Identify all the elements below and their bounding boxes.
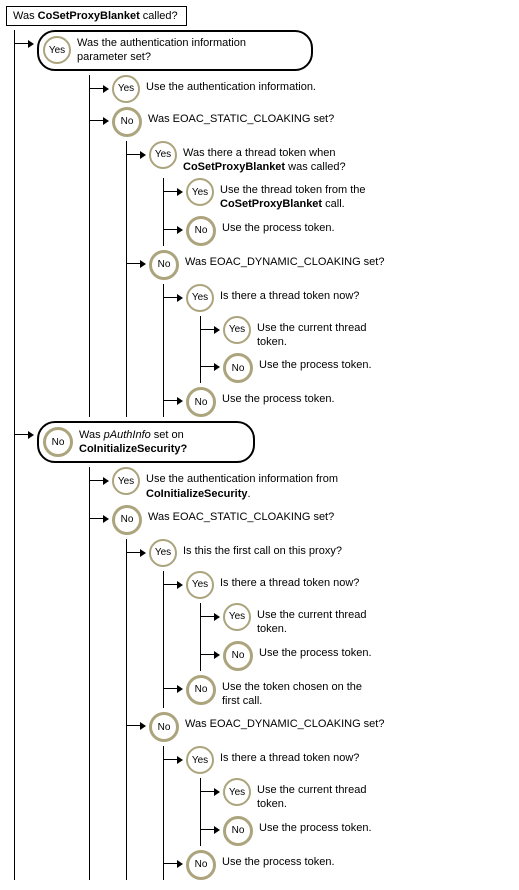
row-static-cloak-1: No Was EOAC_STATIC_CLOAKING set? Yes Was… [90, 107, 513, 418]
q-first-call: Is this the first call on this proxy? [183, 539, 342, 558]
a-use-current-thread: Use the current thread token. [257, 316, 367, 350]
no-badge: No [43, 427, 73, 457]
q-thread-token-now: Is there a thread token now? [220, 284, 359, 303]
yes-badge: Yes [186, 746, 214, 774]
a-use-process: Use the process token. [259, 353, 372, 372]
no-badge: No [149, 712, 179, 742]
row-current-thread-3: Yes Use the current thread token. [201, 778, 513, 812]
yes-badge: Yes [186, 178, 214, 206]
bubble-authinfo-param: Yes Was the authentication information p… [37, 30, 313, 71]
a-use-process: Use the process token. [222, 850, 335, 869]
yes-badge: Yes [112, 75, 140, 103]
no-badge: No [186, 675, 216, 705]
q-pauthinfo: Was pAuthInfo set on CoInitializeSecurit… [79, 428, 239, 457]
row-use-process-3: No Use the process token. [164, 387, 513, 417]
root-question: Was CoSetProxyBlanket called? [6, 6, 187, 26]
row-use-authinfo-cis: Yes Use the authentication information f… [90, 467, 513, 501]
root-question-text: Was CoSetProxyBlanket called? [13, 10, 178, 22]
branch-cspb-no: No Was pAuthInfo set on CoInitializeSecu… [15, 421, 513, 879]
yes-badge: Yes [186, 571, 214, 599]
row-use-authinfo: Yes Use the authentication information. [90, 75, 513, 103]
yes-badge: Yes [223, 603, 251, 631]
q-thread-token-cspb: Was there a thread token when CoSetProxy… [183, 141, 423, 175]
no-badge: No [223, 641, 253, 671]
a-use-thread-cspb: Use the thread token from the CoSetProxy… [220, 178, 420, 212]
no-badge: No [186, 387, 216, 417]
q-dynamic-cloak-1: Was EOAC_DYNAMIC_CLOAKING set? [185, 250, 384, 269]
row-thread-token-now-1: Yes Is there a thread token now? Yes Use… [164, 284, 513, 384]
row-use-process-2: No Use the process token. [201, 353, 513, 383]
q-static-cloak-2: Was EOAC_STATIC_CLOAKING set? [148, 505, 334, 524]
row-static-cloak-2: No Was EOAC_STATIC_CLOAKING set? Yes Is … [90, 505, 513, 880]
no-badge: No [112, 107, 142, 137]
no-badge: No [186, 850, 216, 880]
row-first-call: Yes Is this the first call on this proxy… [127, 539, 513, 708]
row-current-thread-1: Yes Use the current thread token. [201, 316, 513, 350]
row-use-process-4: No Use the process token. [201, 641, 513, 671]
row-thread-token-cspb: Yes Was there a thread token when CoSetP… [127, 141, 513, 246]
no-badge: No [223, 353, 253, 383]
q-authinfo-param: Was the authentication information param… [77, 36, 297, 65]
bubble-pauthinfo: No Was pAuthInfo set on CoInitializeSecu… [37, 421, 255, 463]
yes-badge: Yes [186, 284, 214, 312]
a-use-process: Use the process token. [259, 641, 372, 660]
row-token-first-call: No Use the token chosen on the first cal… [164, 675, 513, 709]
row-use-process-6: No Use the process token. [164, 850, 513, 880]
a-use-process: Use the process token. [259, 816, 372, 835]
row-use-thread-cspb: Yes Use the thread token from the CoSetP… [164, 178, 513, 212]
a-use-current-thread: Use the current thread token. [257, 778, 367, 812]
a-use-authinfo: Use the authentication information. [146, 75, 316, 94]
a-use-current-thread: Use the current thread token. [257, 603, 367, 637]
yes-badge: Yes [149, 539, 177, 567]
q-thread-token-now: Is there a thread token now? [220, 746, 359, 765]
row-use-process-1: No Use the process token. [164, 216, 513, 246]
row-dynamic-cloak-1: No Was EOAC_DYNAMIC_CLOAKING set? Yes Is… [127, 250, 513, 418]
a-use-authinfo-cis: Use the authentication information from … [146, 467, 366, 501]
branch-cspb-yes: Yes Was the authentication information p… [15, 30, 513, 417]
no-badge: No [112, 505, 142, 535]
a-use-process: Use the process token. [222, 387, 335, 406]
a-token-first-call: Use the token chosen on the first call. [222, 675, 372, 709]
row-dynamic-cloak-2: No Was EOAC_DYNAMIC_CLOAKING set? Yes Is… [127, 712, 513, 880]
row-current-thread-2: Yes Use the current thread token. [201, 603, 513, 637]
no-badge: No [186, 216, 216, 246]
q-static-cloak-1: Was EOAC_STATIC_CLOAKING set? [148, 107, 334, 126]
yes-badge: Yes [223, 778, 251, 806]
q-thread-token-now: Is there a thread token now? [220, 571, 359, 590]
yes-badge: Yes [112, 467, 140, 495]
row-thread-token-now-3: Yes Is there a thread token now? Yes Use… [164, 746, 513, 846]
row-thread-token-now-2: Yes Is there a thread token now? Yes Use… [164, 571, 513, 671]
no-badge: No [149, 250, 179, 280]
yes-badge: Yes [223, 316, 251, 344]
no-badge: No [223, 816, 253, 846]
yes-badge: Yes [43, 36, 71, 64]
q-dynamic-cloak-2: Was EOAC_DYNAMIC_CLOAKING set? [185, 712, 384, 731]
a-use-process: Use the process token. [222, 216, 335, 235]
yes-badge: Yes [149, 141, 177, 169]
row-use-process-5: No Use the process token. [201, 816, 513, 846]
